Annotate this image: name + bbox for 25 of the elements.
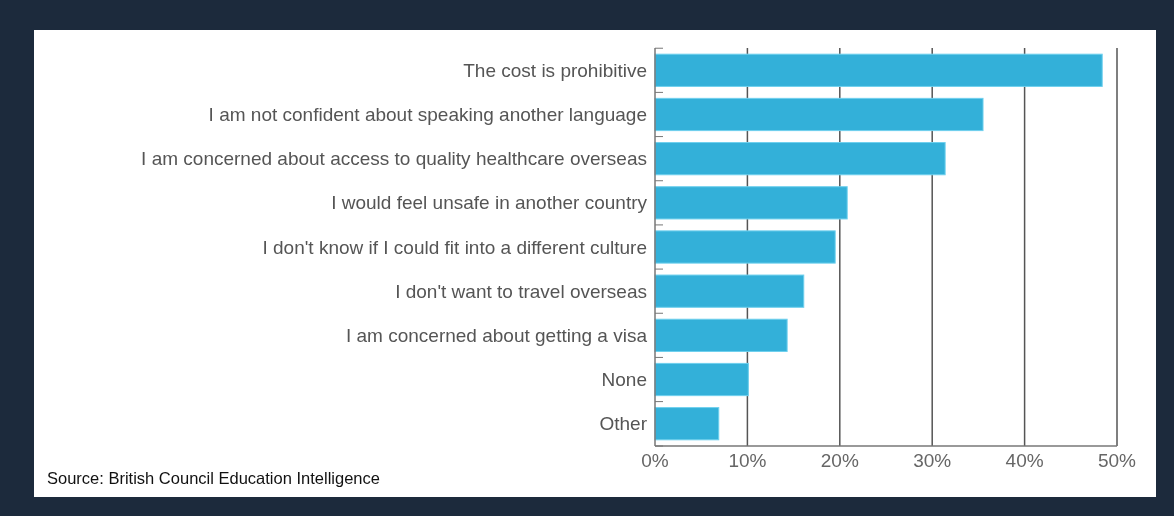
y-tick-label: I am not confident about speaking another language bbox=[208, 104, 647, 126]
x-tick-label: 20% bbox=[820, 450, 859, 472]
y-tick-label: Other bbox=[599, 413, 648, 435]
bar bbox=[654, 230, 836, 264]
bar bbox=[654, 53, 1103, 87]
bar bbox=[654, 142, 946, 176]
x-tick-label: 40% bbox=[1005, 450, 1044, 472]
y-tick-label: None bbox=[601, 369, 647, 391]
y-tick-label: I don't know if I could fit into a different culture bbox=[262, 236, 647, 258]
y-tick-label: I am concerned about access to quality healthcare overseas bbox=[141, 148, 647, 170]
y-tick-label: I don't want to travel overseas bbox=[395, 280, 647, 302]
x-tick-label: 0% bbox=[641, 450, 669, 472]
y-tick-label: I would feel unsafe in another country bbox=[331, 192, 648, 214]
bar bbox=[654, 318, 788, 352]
bar bbox=[654, 407, 720, 441]
source-note: Source: British Council Education Intelligence bbox=[47, 469, 380, 487]
x-tick-label: 30% bbox=[913, 450, 952, 472]
bar bbox=[654, 97, 984, 132]
bar bbox=[654, 362, 749, 397]
bar bbox=[654, 186, 848, 220]
x-tick-label: 50% bbox=[1097, 450, 1137, 472]
y-tick-label: The cost is prohibitive bbox=[463, 59, 647, 81]
y-tick-label: I am concerned about getting a visa bbox=[345, 325, 648, 346]
x-tick-label: 10% bbox=[728, 450, 767, 472]
bar bbox=[654, 274, 805, 308]
